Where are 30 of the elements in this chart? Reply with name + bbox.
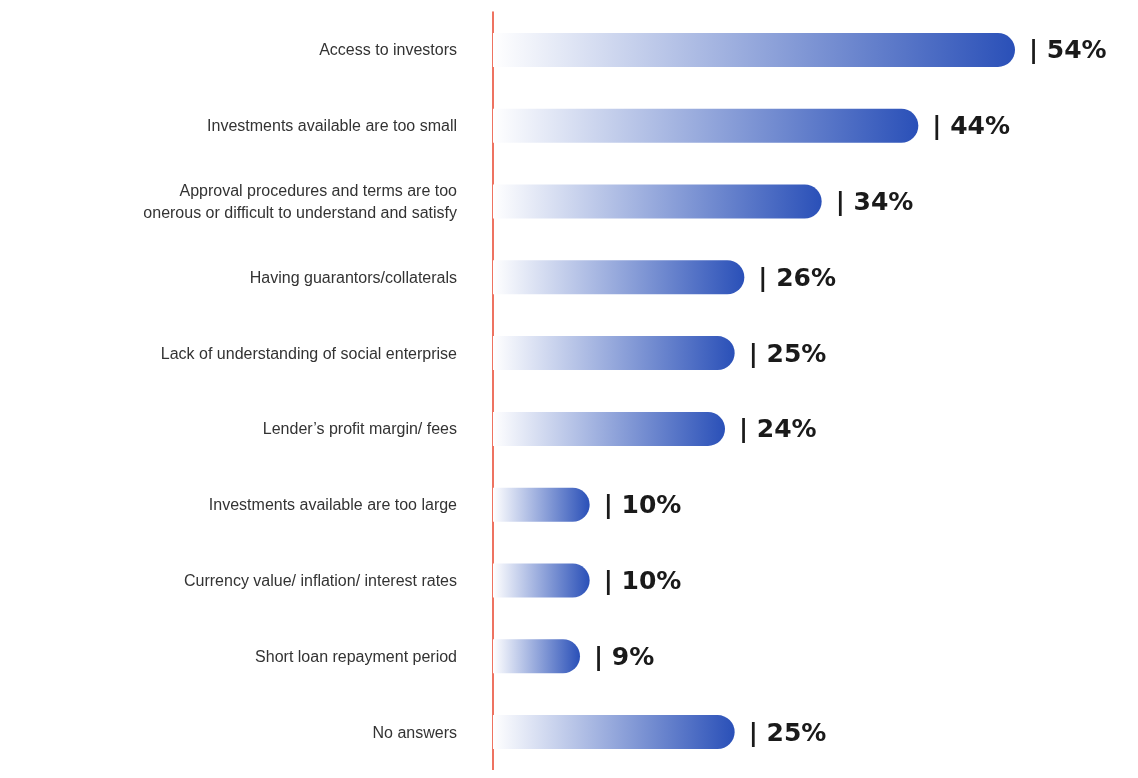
bar	[493, 32, 1015, 67]
bar	[493, 715, 735, 750]
y-tick-label: No answers	[372, 723, 457, 741]
data-label: | 10%	[603, 490, 682, 520]
y-tick-label: Having guarantors/collaterals	[249, 268, 457, 286]
bar	[493, 260, 745, 295]
data-label: | 26%	[758, 262, 837, 292]
y-tick-label: Access to investors	[319, 41, 457, 59]
data-label: | 9%	[594, 641, 655, 671]
y-tick-label: Lack of understanding of social enterprise	[160, 344, 458, 362]
y-tick-label: Approval procedures and terms are too onerous or difficult to understand and satisfy	[143, 182, 458, 221]
bar	[493, 487, 590, 522]
bar	[493, 184, 822, 219]
data-label: | 54%	[1029, 35, 1107, 65]
y-tick-label: Lender’s profit margin/ fees	[262, 420, 457, 438]
bar	[493, 336, 735, 371]
bar	[493, 411, 725, 446]
bar	[493, 563, 590, 598]
data-label: | 10%	[603, 566, 682, 595]
y-tick-label: Investments available are too large	[208, 496, 458, 514]
y-tick-label: Short loan repayment period	[255, 647, 457, 665]
data-label: | 24%	[739, 414, 817, 444]
y-tick-label: Currency value/ inflation/ interest rates	[183, 572, 457, 589]
bar	[493, 108, 919, 143]
bar	[493, 639, 580, 674]
y-tick-label: Investments available are too small	[207, 117, 457, 135]
data-label: | 25%	[748, 338, 827, 368]
data-label: | 25%	[748, 717, 827, 747]
data-label: | 44%	[932, 111, 1011, 141]
data-label: | 34%	[835, 187, 914, 216]
